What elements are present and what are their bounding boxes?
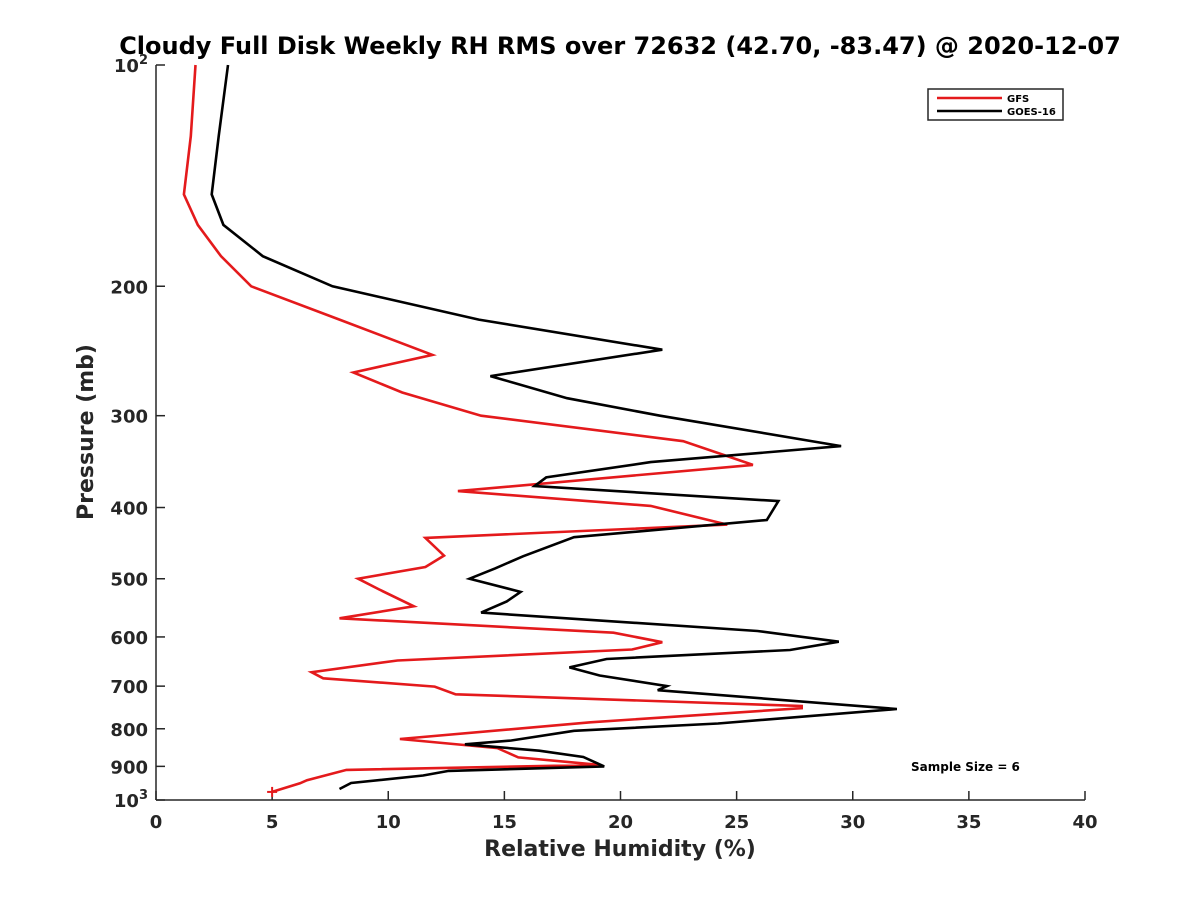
x-tick-label: 25: [724, 812, 749, 833]
y-tick-label: 500: [110, 570, 148, 591]
legend-entry: GOES-16: [1007, 107, 1056, 118]
y-tick-label: 700: [110, 677, 148, 698]
x-tick-label: 15: [492, 812, 517, 833]
y-tick-label: 103: [114, 788, 148, 812]
x-axis-label: Relative Humidity (%): [484, 837, 756, 862]
series-line-goes-16: [210, 64, 898, 791]
x-tick-label: 0: [150, 812, 163, 833]
y-tick-label: 400: [110, 499, 148, 520]
y-tick-label: 800: [110, 720, 148, 741]
chart-title: Cloudy Full Disk Weekly RH RMS over 7263…: [119, 32, 1121, 60]
y-tick-label: 300: [110, 407, 148, 428]
legend: GFS GOES-16: [927, 88, 1064, 121]
x-tick-label: 10: [376, 812, 401, 833]
x-tick-label: 40: [1072, 812, 1097, 833]
y-tick-label: 900: [110, 757, 148, 778]
legend-entry: GFS: [1007, 94, 1029, 105]
series-line-gfs: [182, 64, 804, 794]
plot-area: 0 5 10 15 20 25 30 35 40 102 200 300 400 500 600 700 800…: [110, 53, 1097, 833]
x-tick-label: 5: [266, 812, 279, 833]
y-tick-label: 102: [114, 53, 148, 77]
x-tick-label: 20: [608, 812, 633, 833]
x-tick-label: 30: [840, 812, 865, 833]
y-tick-label: 600: [110, 628, 148, 649]
y-tick-label: 200: [110, 277, 148, 298]
x-tick-label: 35: [956, 812, 981, 833]
y-axis-label: Pressure (mb): [74, 344, 99, 520]
sample-size-annotation: Sample Size = 6: [911, 760, 1020, 774]
legend-box: [927, 88, 1064, 121]
